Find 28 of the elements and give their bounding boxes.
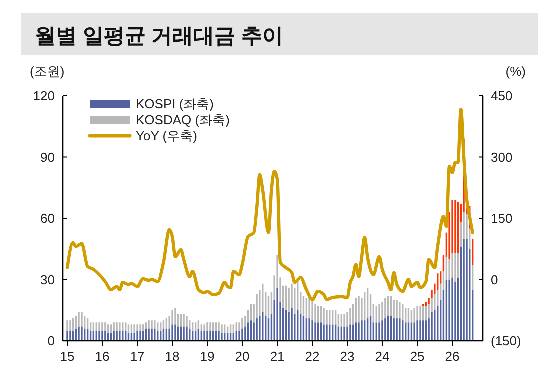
- y-tick-label: 0: [48, 334, 55, 349]
- x-tick-label: 20: [235, 349, 250, 364]
- x-tick-label: 15: [60, 349, 75, 364]
- y2-axis-title: (%): [506, 64, 526, 79]
- legend-label: KOSDAQ (좌축): [136, 112, 230, 128]
- x-tick-label: 25: [410, 349, 425, 364]
- x-tick-label: 18: [165, 349, 180, 364]
- x-tick-label: 17: [130, 349, 145, 364]
- x-tick-label: 24: [375, 349, 390, 364]
- y-tick-label: 30: [40, 272, 55, 288]
- y2-tick-label: 300: [491, 150, 513, 165]
- y2-tick-label: 450: [491, 88, 513, 104]
- x-tick-label: 16: [95, 349, 110, 364]
- x-tick-label: 22: [305, 349, 320, 364]
- y-tick-label: 120: [33, 88, 55, 104]
- y-axis-title: (조원): [30, 64, 65, 79]
- y2-tick-label: (150): [491, 334, 522, 349]
- chart-title: 월별 일평균 거래대금 추이: [35, 25, 284, 48]
- legend-label: YoY (우축): [136, 128, 198, 144]
- y-tick-label: 90: [40, 150, 55, 165]
- legend-label: KOSPI (좌축): [136, 96, 214, 112]
- y2-tick-label: 150: [491, 211, 513, 226]
- y-tick-label: 60: [40, 211, 55, 226]
- x-tick-label: 23: [340, 349, 355, 364]
- y2-tick-label: 0: [491, 272, 498, 288]
- x-tick-label: 21: [270, 349, 285, 364]
- x-tick-label: 19: [200, 349, 215, 364]
- x-tick-label: 26: [445, 349, 460, 364]
